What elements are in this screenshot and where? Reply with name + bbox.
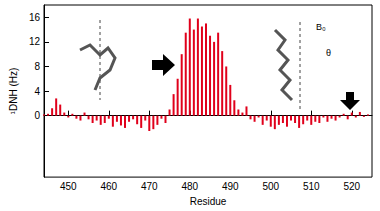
svg-text:510: 510 <box>303 181 320 192</box>
svg-text:520: 520 <box>343 181 360 192</box>
svg-text:470: 470 <box>141 181 158 192</box>
svg-text:500: 500 <box>262 181 279 192</box>
svg-text:480: 480 <box>181 181 198 192</box>
svg-text:¹DNH (Hz): ¹DNH (Hz) <box>8 68 19 115</box>
svg-text:4: 4 <box>34 86 40 97</box>
svg-text:θ: θ <box>326 48 331 58</box>
svg-text:490: 490 <box>222 181 239 192</box>
svg-text:8: 8 <box>34 61 40 72</box>
svg-text:12: 12 <box>29 36 41 47</box>
svg-text:Residue: Residue <box>190 196 227 207</box>
svg-text:B₀: B₀ <box>316 22 326 32</box>
svg-text:16: 16 <box>29 12 41 23</box>
svg-text:450: 450 <box>60 181 77 192</box>
svg-text:460: 460 <box>100 181 117 192</box>
svg-text:0: 0 <box>34 110 40 121</box>
